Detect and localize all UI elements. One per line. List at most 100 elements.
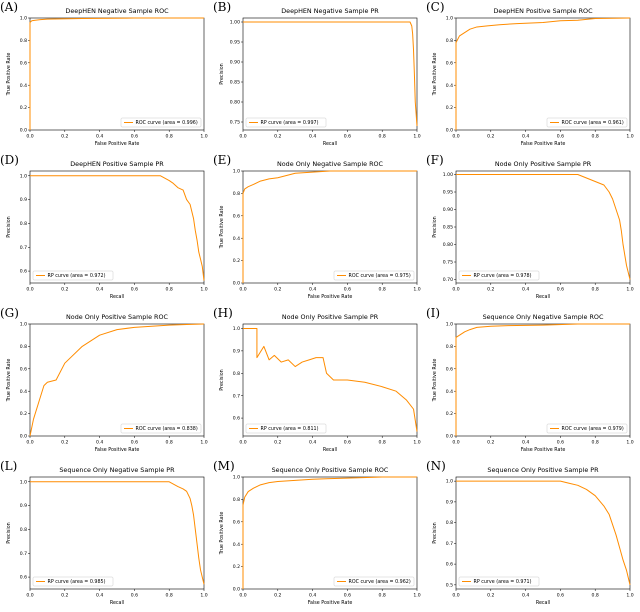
x-tick-label: 0.8 [379, 287, 386, 293]
legend-label: RP curve (area = 0.972) [47, 273, 105, 279]
y-tick-label: 0.9 [19, 503, 26, 509]
x-tick-label: 0.4 [309, 134, 316, 140]
y-tick-label: 1.00 [230, 20, 240, 26]
x-axis-label: False Positive Rate [94, 447, 139, 453]
y-axis-label: True Positive Rate [219, 206, 225, 250]
legend-label: RP curve (area = 0.978) [474, 273, 532, 279]
y-tick-label: 0.8 [19, 527, 26, 533]
y-tick-label: 1.0 [19, 479, 26, 485]
y-tick-label: 0.9 [19, 197, 26, 203]
x-tick-label: 0.6 [130, 440, 137, 446]
y-axis-label: True Positive Rate [432, 53, 438, 97]
x-axis-label: Recall [536, 294, 550, 300]
y-tick-label: 0.7 [19, 551, 26, 557]
chart-title: Sequence Only Negative Sample PR [59, 466, 175, 474]
panel-label: (C) [426, 0, 445, 14]
panel-label: (H) [213, 306, 233, 320]
plot-frame [456, 170, 631, 284]
y-tick-label: 0.90 [443, 207, 453, 213]
y-tick-label: 0.4 [19, 83, 26, 89]
panel-label: (N) [426, 459, 446, 473]
plot-frame [242, 476, 418, 590]
y-tick-label: 0.0 [233, 281, 240, 287]
plot-frame [29, 170, 204, 284]
chart-panel: (L) Sequence Only Negative Sample PR 0.0 0.… [0, 459, 212, 611]
panel-label: (D) [0, 153, 19, 167]
chart-title: Sequence Only Positive Sample PR [488, 466, 600, 474]
y-tick-label: 1.0 [19, 16, 26, 22]
legend-label: ROC curve (area = 0.996) [135, 120, 197, 126]
x-tick-label: 0.8 [592, 134, 599, 140]
y-tick-label: 0.85 [443, 225, 453, 231]
x-tick-label: 0.0 [239, 593, 246, 599]
y-tick-label: 0.8 [446, 38, 453, 44]
x-axis-label: Recall [536, 600, 550, 606]
series-line [29, 323, 204, 437]
legend-label: RP curve (area = 0.811) [261, 426, 319, 432]
chart-title: DeepHEN Positive Sample ROC [494, 7, 594, 15]
series-line [242, 476, 417, 589]
x-tick-label: 0.4 [309, 593, 316, 599]
y-tick-label: 0.2 [233, 564, 240, 570]
legend-label: ROC curve (area = 0.961) [562, 120, 624, 126]
x-tick-label: 0.8 [592, 593, 599, 599]
x-tick-label: 1.0 [627, 287, 634, 293]
y-tick-label: 0.90 [230, 60, 240, 66]
x-tick-label: 0.8 [165, 134, 172, 140]
chart-title: Sequence Only Negative Sample ROC [483, 313, 604, 321]
panel-label: (E) [213, 153, 231, 167]
plot-frame [29, 323, 204, 437]
chart-panel: (B) DeepHEN Negative Sample PR 0.0 0.2 0.4 0.… [213, 0, 425, 152]
legend-box [120, 117, 201, 128]
y-tick-label: 0.6 [446, 366, 453, 372]
x-tick-label: 0.0 [26, 593, 33, 599]
y-tick-label: 0.6 [446, 562, 453, 568]
legend-label: ROC curve (area = 0.962) [349, 579, 411, 585]
plot-frame [29, 17, 204, 131]
x-tick-label: 0.2 [487, 593, 494, 599]
plot-frame [242, 170, 418, 284]
x-tick-label: 0.2 [274, 593, 281, 599]
chart-title: Node Only Positive Sample ROC [66, 313, 169, 321]
x-axis-label: Recall [323, 447, 337, 453]
x-tick-label: 0.0 [453, 440, 460, 446]
x-tick-label: 0.2 [487, 134, 494, 140]
y-tick-label: 0.8 [233, 191, 240, 197]
y-tick-label: 0.8 [446, 520, 453, 526]
y-tick-label: 0.4 [233, 236, 240, 242]
y-axis-label: True Positive Rate [6, 359, 12, 403]
y-tick-label: 0.8 [233, 371, 240, 377]
y-tick-label: 0.8 [233, 497, 240, 503]
series-line [29, 481, 205, 585]
y-tick-label: 0.7 [19, 245, 26, 251]
x-tick-label: 0.4 [522, 593, 529, 599]
chart-svg: (G) Node Only Positive Sample ROC 0.0 0.2 0.… [0, 306, 207, 453]
y-tick-label: 0.7 [446, 541, 453, 547]
x-tick-label: 0.2 [487, 440, 494, 446]
x-tick-label: 0.8 [165, 593, 172, 599]
y-tick-label: 0.6 [19, 366, 26, 372]
x-tick-label: 0.6 [130, 593, 137, 599]
y-tick-label: 1.00 [443, 172, 453, 178]
y-tick-label: 0.8 [19, 344, 26, 350]
plot-frame [456, 17, 631, 131]
x-tick-label: 0.6 [130, 287, 137, 293]
y-tick-label: 1.0 [19, 322, 26, 328]
y-tick-label: 0.6 [233, 519, 240, 525]
chart-panel: (E) Node Only Negative Sample ROC 0.0 0.2 0.… [213, 153, 425, 305]
chart-title: Sequence Only Positive Sample ROC [272, 466, 389, 474]
plot-frame [29, 476, 204, 590]
legend-box [245, 117, 327, 128]
x-tick-label: 1.0 [200, 440, 207, 446]
x-tick-label: 0.8 [379, 593, 386, 599]
y-tick-label: 0.9 [446, 499, 453, 505]
chart-title: DeepHEN Negative Sample PR [281, 7, 379, 15]
legend-label: RP curve (area = 0.997) [261, 120, 319, 126]
y-tick-label: 0.6 [19, 575, 26, 581]
series-line [455, 17, 631, 130]
chart-panel: (G) Node Only Positive Sample ROC 0.0 0.2 0.… [0, 306, 212, 458]
plot-frame [242, 323, 418, 437]
y-tick-label: 0.4 [446, 389, 453, 395]
y-tick-label: 0.0 [233, 587, 240, 593]
y-axis-label: Precision [6, 216, 12, 237]
